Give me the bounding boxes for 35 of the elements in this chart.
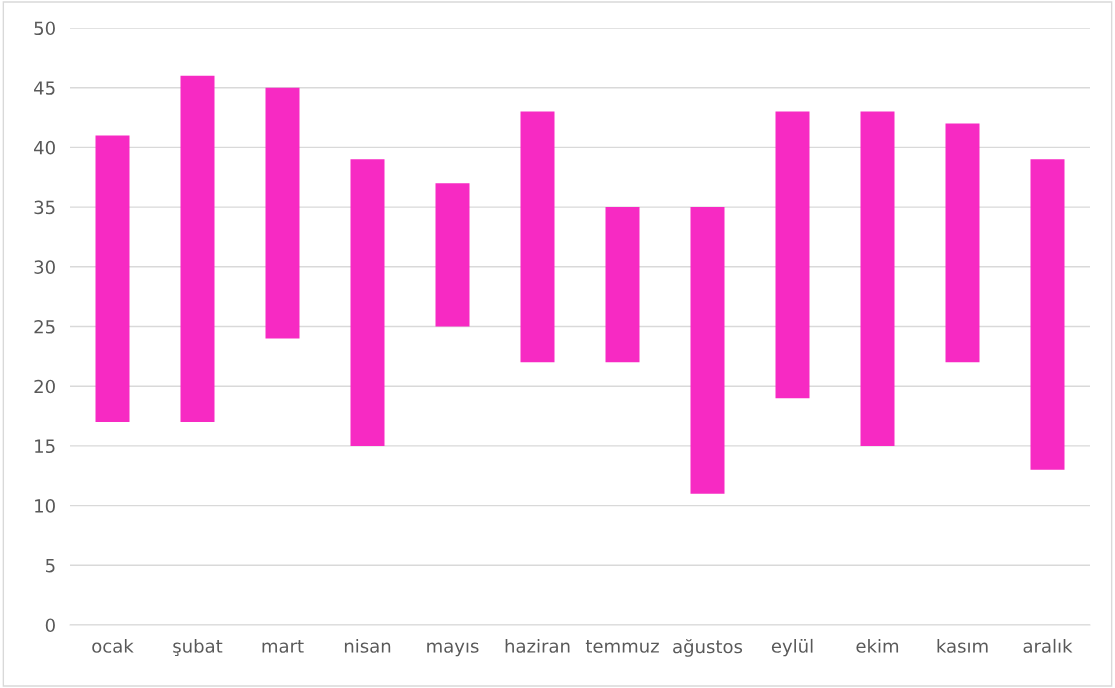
- y-tick-label: 0: [45, 618, 55, 633]
- bar: [95, 135, 130, 423]
- x-tick-label: ekim: [856, 638, 899, 653]
- y-tick-label: 25: [34, 319, 55, 334]
- bar: [1030, 159, 1065, 470]
- x-tick-label: mart: [262, 639, 304, 653]
- x-tick-label: şubat: [173, 638, 223, 657]
- x-tick-label: ağustos: [673, 638, 743, 657]
- bar: [945, 123, 980, 363]
- y-tick-label: 35: [34, 200, 55, 215]
- bar: [265, 87, 300, 339]
- bar: [690, 207, 725, 494]
- x-tick-label: temmuz: [585, 639, 659, 653]
- x-tick-label: eylül: [771, 638, 813, 657]
- bar: [520, 111, 555, 363]
- y-tick-label: 45: [34, 81, 55, 95]
- x-tick-label: kasım: [937, 638, 988, 653]
- y-tick-label: 50: [34, 21, 55, 36]
- bar: [435, 183, 470, 327]
- x-tick-label: aralık: [1023, 638, 1073, 653]
- bar: [860, 111, 895, 446]
- y-tick-label: 40: [34, 140, 55, 155]
- x-tick-label: mayıs: [427, 642, 479, 657]
- x-tick-label: nisan: [344, 638, 391, 653]
- y-tick-label: 30: [34, 260, 55, 274]
- y-tick-label: 10: [35, 499, 55, 513]
- y-tick-label: 5: [46, 559, 55, 573]
- bar: [775, 111, 810, 399]
- bar: [180, 75, 215, 423]
- x-tick-label: haziran: [505, 638, 570, 653]
- bar: [605, 207, 640, 363]
- x-tick-label: ocak: [92, 638, 134, 653]
- bar: [350, 159, 385, 446]
- y-tick-label: 20: [34, 379, 55, 394]
- y-tick-label: 15: [35, 439, 55, 454]
